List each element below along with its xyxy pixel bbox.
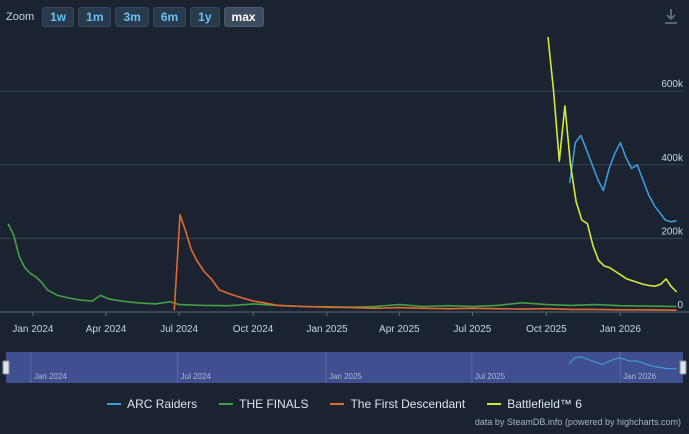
navigator-series-line (568, 356, 677, 370)
legend-item-0[interactable]: ARC Raiders (107, 397, 197, 411)
zoom-button-1m[interactable]: 1m (78, 7, 112, 27)
x-tick-label: Jan 2026 (600, 324, 642, 335)
legend-item-3[interactable]: Battlefield™ 6 (487, 397, 582, 411)
credits: data by SteamDB.info (powered by highcha… (474, 417, 681, 427)
zoom-button-1w[interactable]: 1w (42, 7, 75, 27)
navigator-handle-left[interactable] (2, 360, 10, 375)
legend-swatch (219, 403, 234, 405)
navigator[interactable]: Jan 2024 Jul 2024 Jan 2025 Jul 2025 Jan 2026 (2, 352, 687, 383)
x-tick-label: Oct 2025 (526, 324, 567, 335)
series-line-2 (173, 214, 677, 311)
x-tick-label: Apr 2024 (86, 324, 127, 335)
x-tick-label: Apr 2025 (379, 324, 420, 335)
navigator-handle-right[interactable] (679, 360, 687, 375)
x-tick-label: Jan 2025 (306, 324, 348, 335)
series-line-1 (7, 223, 677, 309)
y-axis: 0 200k 400k 600k (661, 79, 684, 311)
y-tick-label: 0 (677, 300, 683, 311)
y-tick-label: 600k (661, 79, 684, 90)
series-line-3 (547, 37, 678, 293)
navigator-tick-label: Jan 2025 (329, 372, 362, 381)
zoom-label: Zoom (6, 11, 35, 23)
x-tick-label: Jan 2024 (12, 324, 54, 335)
legend-label: Battlefield™ 6 (507, 397, 582, 411)
navigator-range (6, 352, 683, 383)
zoom-button-3m[interactable]: 3m (115, 7, 149, 27)
x-tick-label: Jul 2024 (160, 324, 198, 335)
download-icon[interactable] (663, 8, 679, 26)
legend-label: The First Descendant (350, 397, 466, 411)
navigator-tick-label: Jul 2025 (475, 372, 506, 381)
chart-area: 0 200k 400k 600k Jan 2024 Apr 2024 Jul 2024 Oc… (0, 37, 689, 383)
legend-item-1[interactable]: THE FINALS (219, 397, 308, 411)
zoom-button-max[interactable]: max (223, 7, 264, 27)
legend-swatch (330, 403, 345, 405)
y-tick-label: 400k (661, 153, 684, 164)
legend-swatch (487, 403, 502, 405)
navigator-tick-label: Jan 2026 (623, 372, 656, 381)
series-line-0 (568, 134, 677, 223)
x-tick-label: Jul 2025 (454, 324, 492, 335)
zoom-button-6m[interactable]: 6m (152, 7, 187, 27)
legend-label: THE FINALS (239, 397, 309, 411)
series-lines (7, 37, 678, 311)
legend-swatch (107, 403, 122, 405)
zoom-button-1y[interactable]: 1y (190, 7, 220, 27)
navigator-tick-label: Jan 2024 (34, 372, 67, 381)
x-tick-label: Oct 2024 (233, 324, 274, 335)
navigator-tick-label: Jul 2024 (181, 372, 212, 381)
zoom-bar: Zoom 1w 1m 3m 6m 1y max (6, 6, 264, 28)
legend: ARC Raiders THE FINALS The First Descendan… (0, 397, 689, 411)
grid-lines (0, 90, 683, 313)
x-axis: Jan 2024 Apr 2024 Jul 2024 Oct 2024 Jan 2025… (0, 311, 689, 335)
legend-label: ARC Raiders (127, 397, 198, 411)
y-tick-label: 200k (661, 226, 684, 237)
legend-item-2[interactable]: The First Descendant (330, 397, 465, 411)
